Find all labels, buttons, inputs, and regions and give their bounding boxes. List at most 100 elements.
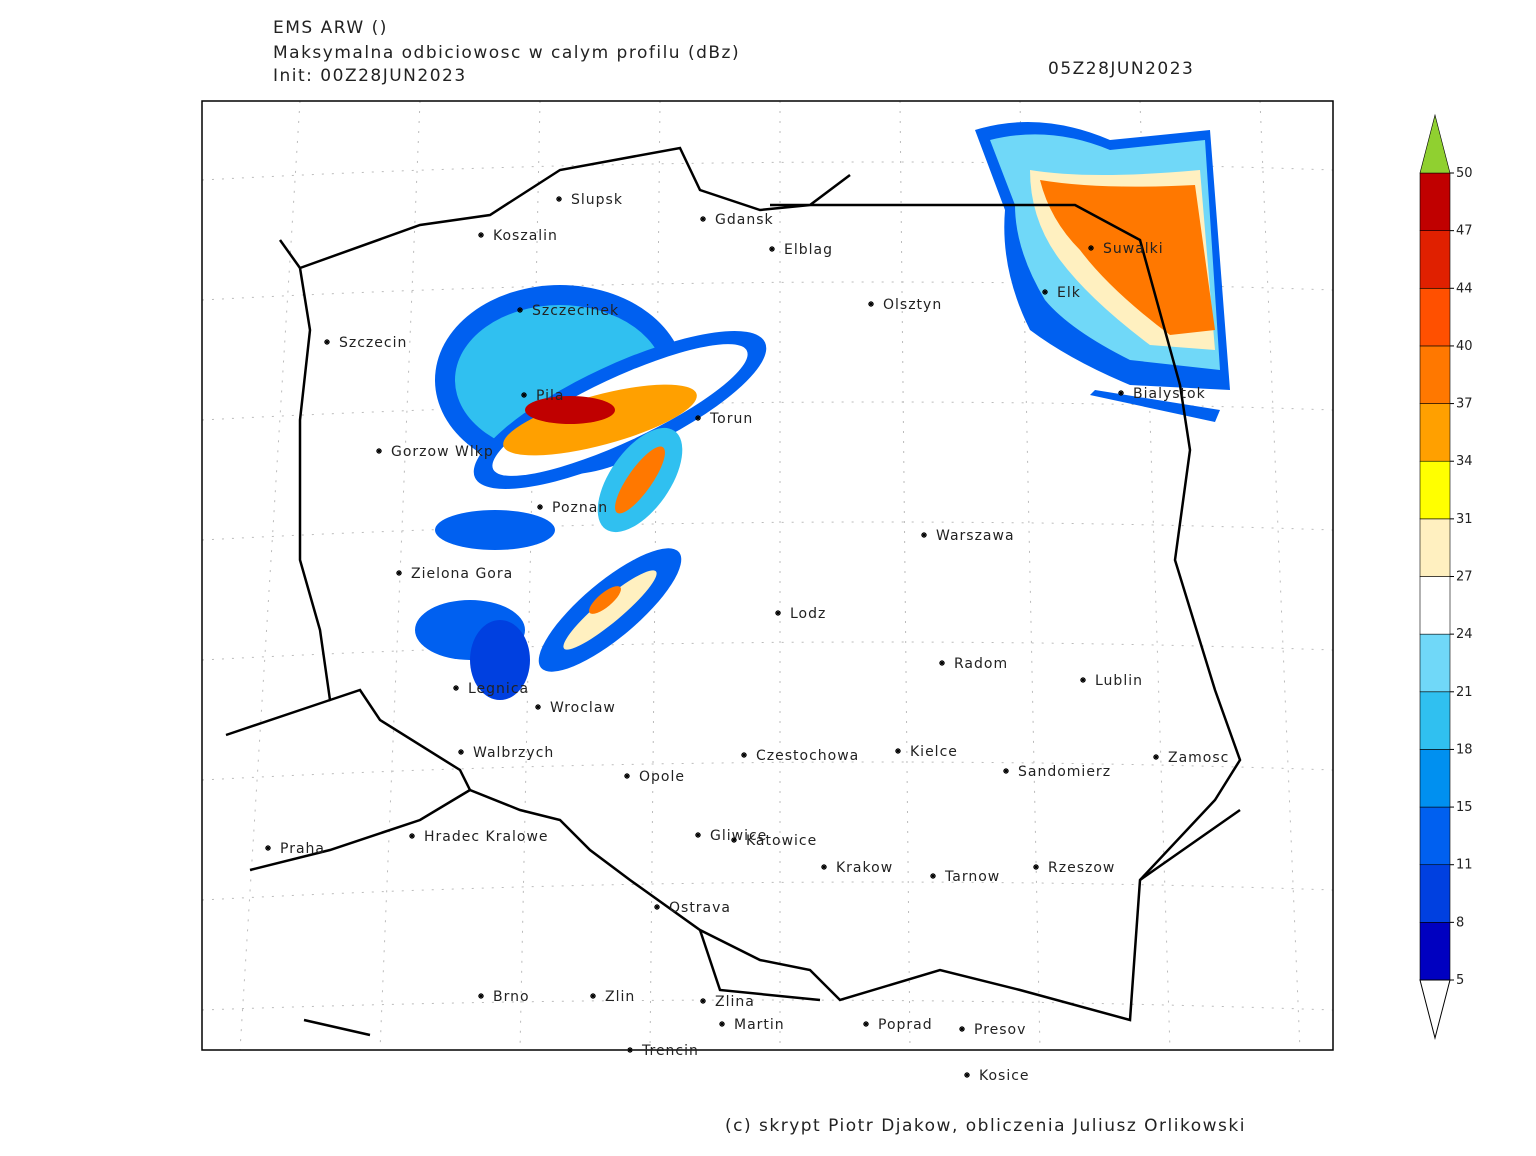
city-marker	[695, 832, 701, 838]
city-label: Tarnow	[944, 869, 1000, 885]
colorbar-band	[1419, 576, 1451, 635]
city-label: Presov	[974, 1022, 1026, 1038]
city-label: Warszawa	[936, 528, 1015, 544]
city-label: Opole	[639, 769, 685, 785]
colorbar-over	[1419, 113, 1451, 174]
map-frame	[201, 100, 1334, 1051]
city-label: Slupsk	[571, 192, 623, 208]
city-marker	[376, 448, 382, 454]
colorbar-label: 44	[1456, 281, 1473, 296]
city-label: Trencin	[641, 1043, 699, 1059]
city-marker	[1080, 677, 1086, 683]
city-label: Wroclaw	[550, 700, 616, 716]
city-marker	[1153, 754, 1159, 760]
city-label: Pila	[536, 388, 565, 404]
city-marker	[265, 845, 271, 851]
city-label: Krakow	[836, 860, 893, 876]
city-label: Lublin	[1095, 673, 1143, 689]
subtitle: Maksymalna odbiciowosc w calym profilu (…	[273, 43, 740, 63]
city-label: Sandomierz	[1018, 764, 1111, 780]
city-label: Zlin	[605, 989, 635, 1005]
city-marker	[409, 833, 415, 839]
city-label: Torun	[709, 411, 753, 427]
city-marker	[964, 1072, 970, 1078]
city-label: Legnica	[468, 681, 529, 697]
city-marker	[627, 1047, 633, 1053]
colorbar: 5 8 11 15 18 21 24 27 31 34 37 40 44 47 50	[1419, 113, 1473, 1040]
city-marker	[654, 904, 660, 910]
colorbar-band	[1419, 922, 1451, 981]
reflectivity	[415, 122, 1230, 700]
city-marker	[624, 773, 630, 779]
colorbar-band	[1419, 518, 1451, 577]
city-marker	[921, 532, 927, 538]
colorbar-label: 15	[1456, 800, 1473, 815]
city-label: Elk	[1057, 285, 1081, 301]
city-marker	[324, 339, 330, 345]
city-marker	[959, 1026, 965, 1032]
city-label: Gliwice	[710, 828, 767, 844]
city-marker	[1118, 390, 1124, 396]
borders	[225, 146, 1242, 1037]
city-marker	[939, 660, 945, 666]
city-marker	[478, 993, 484, 999]
city-label: Martin	[734, 1017, 785, 1033]
city-marker	[741, 752, 747, 758]
colorbar-label: 34	[1456, 454, 1473, 469]
colorbar-label: 31	[1456, 512, 1473, 527]
city-marker	[535, 704, 541, 710]
colorbar-band	[1419, 172, 1451, 231]
init-time: Init: 00Z28JUN2023	[273, 66, 467, 86]
colorbar-band	[1419, 345, 1451, 404]
colorbar-band	[1419, 864, 1451, 923]
city-marker	[775, 610, 781, 616]
city-label: Kielce	[910, 744, 958, 760]
city-marker	[769, 246, 775, 252]
colorbar-label: 11	[1456, 858, 1473, 873]
colorbar-label: 21	[1456, 685, 1473, 700]
city-marker	[1033, 864, 1039, 870]
city-marker	[821, 864, 827, 870]
city-marker	[453, 685, 459, 691]
city-label: Gorzow Wlkp	[391, 444, 494, 460]
city-label: Gdansk	[715, 212, 774, 228]
city-label: Radom	[954, 656, 1008, 672]
colorbar-band	[1419, 403, 1451, 462]
colorbar-band	[1419, 806, 1451, 866]
colorbar-label: 8	[1456, 915, 1464, 930]
city-label: Czestochowa	[756, 748, 859, 764]
city-label: Szczecin	[339, 335, 407, 351]
colorbar-label: 40	[1456, 339, 1473, 354]
city-marker	[700, 216, 706, 222]
colorbar-band	[1419, 287, 1451, 347]
city-label: Poprad	[878, 1017, 933, 1033]
colorbar-under	[1419, 979, 1451, 1040]
city-marker	[700, 998, 706, 1004]
colorbar-band	[1419, 749, 1451, 808]
colorbar-label: 27	[1456, 570, 1473, 585]
city-marker	[478, 232, 484, 238]
city-label: Bialystok	[1133, 386, 1206, 402]
city-marker	[863, 1021, 869, 1027]
city-label: Zlina	[715, 994, 755, 1010]
city-marker	[895, 748, 901, 754]
city-marker	[521, 392, 527, 398]
city-label: Brno	[493, 989, 530, 1005]
city-marker	[396, 570, 402, 576]
city-marker	[930, 873, 936, 879]
colorbar-label: 47	[1456, 224, 1473, 239]
city-label: Elblag	[784, 242, 833, 258]
city-label: Lodz	[790, 606, 826, 622]
colorbar-band	[1419, 230, 1451, 289]
colorbar-band	[1419, 691, 1451, 750]
colorbar-band	[1419, 460, 1451, 520]
city-label: Suwalki	[1103, 241, 1164, 257]
city-label: Kosice	[979, 1068, 1030, 1084]
city-marker	[1042, 289, 1048, 295]
city-layer: Slupsk Koszalin Gdansk Elblag Olsztyn Suwalki…	[265, 192, 1228, 1084]
city-label: Rzeszow	[1048, 860, 1115, 876]
city-marker	[556, 196, 562, 202]
valid-time: 05Z28JUN2023	[1048, 59, 1194, 79]
city-label: Hradec Kralowe	[424, 829, 549, 845]
